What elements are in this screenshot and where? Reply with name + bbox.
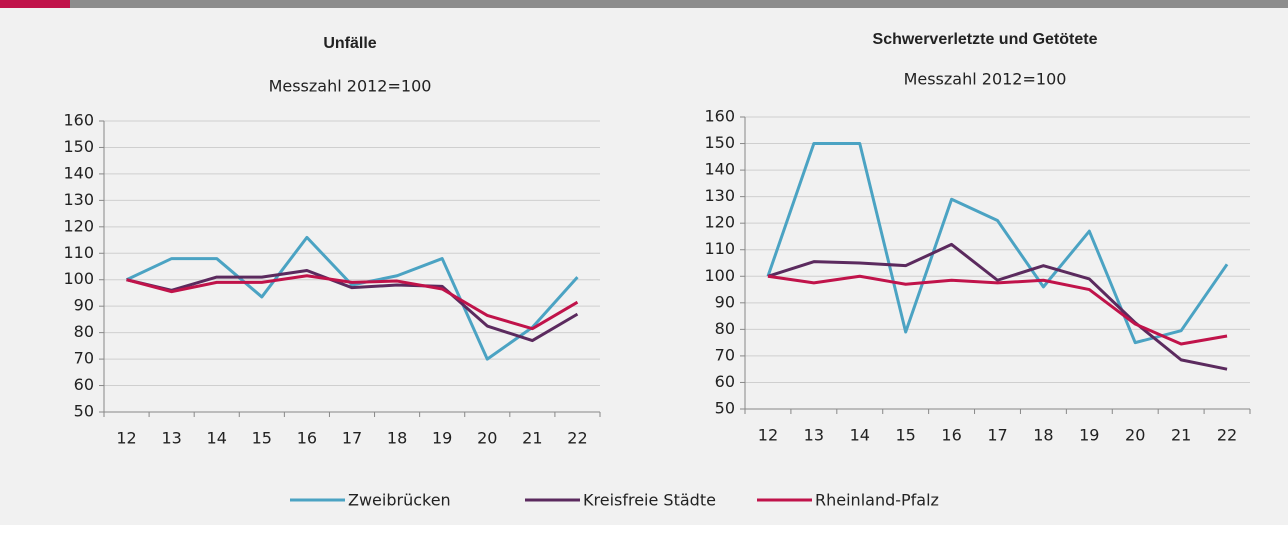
y-tick-label: 70 <box>715 345 735 364</box>
series-line <box>767 274 1228 346</box>
y-tick-label: 120 <box>704 213 735 232</box>
y-tick-label: 80 <box>74 322 94 341</box>
y-tick-label: 90 <box>715 292 735 311</box>
x-tick-label: 19 <box>1079 426 1099 445</box>
legend-label: Rheinland-Pfalz <box>815 491 939 510</box>
legend-label: Kreisfreie Städte <box>583 491 716 510</box>
series-line <box>126 274 579 331</box>
series-line <box>766 142 1229 345</box>
y-tick-label: 130 <box>63 190 94 209</box>
x-tick-label: 16 <box>297 429 317 448</box>
x-tick-label: 18 <box>1033 426 1053 445</box>
y-tick-label: 50 <box>74 402 94 421</box>
y-tick-label: 110 <box>704 239 735 258</box>
x-tick-label: 15 <box>252 429 272 448</box>
y-tick-label: 80 <box>715 319 735 338</box>
y-tick-label: 60 <box>74 375 94 394</box>
x-tick-label: 17 <box>987 426 1007 445</box>
x-tick-label: 14 <box>207 429 227 448</box>
x-tick-label: 22 <box>1217 426 1237 445</box>
y-tick-label: 110 <box>63 243 94 262</box>
x-tick-label: 19 <box>432 429 452 448</box>
x-tick-label: 21 <box>522 429 542 448</box>
x-tick-label: 16 <box>941 426 961 445</box>
series-line <box>767 242 1228 371</box>
y-tick-label: 160 <box>63 111 94 130</box>
x-tick-label: 12 <box>116 429 136 448</box>
y-tick-label: 120 <box>63 216 94 235</box>
top-bar <box>0 0 1288 8</box>
legend-label: Zweibrücken <box>348 491 451 510</box>
chart-subtitle: Messzahl 2012=100 <box>904 70 1067 89</box>
top-bar-accent <box>0 0 70 8</box>
y-tick-label: 140 <box>63 163 94 182</box>
y-tick-label: 60 <box>715 372 735 391</box>
chart-subtitle: Messzahl 2012=100 <box>269 77 432 96</box>
chart-title: Unfälle <box>323 35 376 52</box>
x-tick-label: 20 <box>1125 426 1145 445</box>
x-tick-label: 18 <box>387 429 407 448</box>
y-tick-label: 90 <box>74 296 94 315</box>
chart-title: Schwerverletzte und Getötete <box>873 31 1098 48</box>
x-tick-label: 13 <box>804 426 824 445</box>
y-tick-label: 150 <box>704 133 735 152</box>
y-tick-label: 100 <box>704 266 735 285</box>
y-tick-label: 160 <box>704 107 735 126</box>
x-tick-label: 14 <box>850 426 870 445</box>
y-tick-label: 140 <box>704 160 735 179</box>
x-tick-label: 21 <box>1171 426 1191 445</box>
y-tick-label: 150 <box>63 137 94 156</box>
y-tick-label: 130 <box>704 186 735 205</box>
x-tick-label: 20 <box>477 429 497 448</box>
series-line <box>125 235 579 361</box>
x-tick-label: 13 <box>161 429 181 448</box>
x-tick-label: 12 <box>758 426 778 445</box>
y-tick-label: 50 <box>715 399 735 418</box>
x-tick-label: 22 <box>567 429 587 448</box>
y-tick-label: 70 <box>74 349 94 368</box>
x-tick-label: 17 <box>342 429 362 448</box>
y-tick-label: 100 <box>63 269 94 288</box>
series-line <box>126 268 579 343</box>
x-tick-label: 15 <box>896 426 916 445</box>
